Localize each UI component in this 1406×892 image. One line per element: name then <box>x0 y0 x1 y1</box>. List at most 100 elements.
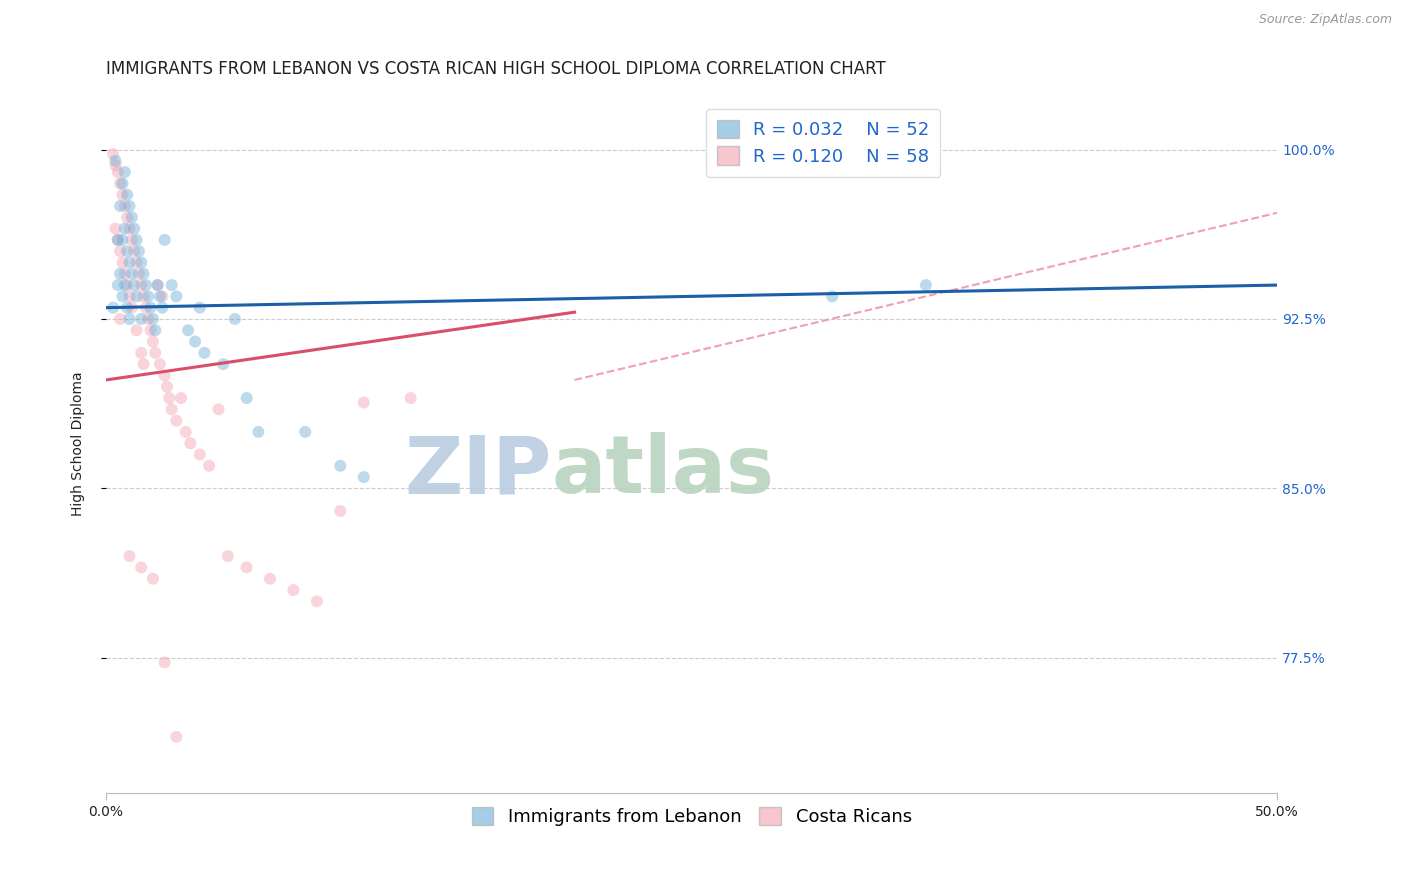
Point <box>132 289 155 303</box>
Point <box>170 391 193 405</box>
Point <box>118 221 141 235</box>
Point <box>108 199 131 213</box>
Point <box>160 402 183 417</box>
Point <box>821 289 844 303</box>
Point <box>107 233 129 247</box>
Point <box>132 357 155 371</box>
Point <box>136 289 159 303</box>
Point <box>108 244 131 259</box>
Point <box>118 289 141 303</box>
Point <box>165 730 187 744</box>
Text: IMMIGRANTS FROM LEBANON VS COSTA RICAN HIGH SCHOOL DIPLOMA CORRELATION CHART: IMMIGRANTS FROM LEBANON VS COSTA RICAN H… <box>105 60 886 78</box>
Point <box>132 267 155 281</box>
Point <box>188 301 211 315</box>
Point <box>146 278 169 293</box>
Point <box>114 267 136 281</box>
Point <box>198 458 221 473</box>
Point <box>129 560 152 574</box>
Point <box>122 278 145 293</box>
Legend: Immigrants from Lebanon, Costa Ricans: Immigrants from Lebanon, Costa Ricans <box>464 799 920 833</box>
Point <box>115 301 138 315</box>
Point <box>153 368 176 383</box>
Point <box>143 346 166 360</box>
Point <box>142 312 165 326</box>
Point <box>115 211 138 225</box>
Point <box>329 458 352 473</box>
Point <box>153 233 176 247</box>
Point <box>149 357 172 371</box>
Point <box>114 199 136 213</box>
Point <box>111 255 134 269</box>
Point <box>108 312 131 326</box>
Point <box>146 278 169 293</box>
Point <box>353 395 375 409</box>
Point <box>247 425 270 439</box>
Point <box>107 233 129 247</box>
Point <box>107 278 129 293</box>
Point <box>329 504 352 518</box>
Point <box>177 323 200 337</box>
Point <box>224 312 246 326</box>
Point <box>212 357 235 371</box>
Point <box>915 278 938 293</box>
Point <box>188 448 211 462</box>
Point <box>104 153 127 168</box>
Point <box>128 244 150 259</box>
Point <box>101 147 124 161</box>
Point <box>115 244 138 259</box>
Point <box>294 425 316 439</box>
Point <box>118 312 141 326</box>
Point <box>104 158 127 172</box>
Point <box>125 233 148 247</box>
Point <box>135 301 157 315</box>
Point <box>235 560 257 574</box>
Point <box>160 278 183 293</box>
Text: ZIP: ZIP <box>404 433 551 510</box>
Text: Source: ZipAtlas.com: Source: ZipAtlas.com <box>1258 13 1392 27</box>
Point <box>122 244 145 259</box>
Point <box>174 425 197 439</box>
Point <box>399 391 422 405</box>
Point <box>135 278 157 293</box>
Point <box>149 289 172 303</box>
Point <box>118 255 141 269</box>
Point <box>157 391 180 405</box>
Point <box>353 470 375 484</box>
Point <box>305 594 328 608</box>
Point <box>125 255 148 269</box>
Point <box>129 278 152 293</box>
Y-axis label: High School Diploma: High School Diploma <box>72 371 86 516</box>
Point <box>217 549 239 563</box>
Point <box>156 380 179 394</box>
Point <box>165 414 187 428</box>
Point <box>108 177 131 191</box>
Text: atlas: atlas <box>551 433 775 510</box>
Point <box>139 301 162 315</box>
Point <box>165 289 187 303</box>
Point <box>153 656 176 670</box>
Point <box>111 289 134 303</box>
Point <box>111 187 134 202</box>
Point <box>118 549 141 563</box>
Point <box>128 267 150 281</box>
Point <box>114 165 136 179</box>
Point <box>121 233 143 247</box>
Point <box>143 323 166 337</box>
Point <box>121 211 143 225</box>
Point <box>111 233 134 247</box>
Point <box>150 289 173 303</box>
Point <box>121 267 143 281</box>
Point <box>259 572 281 586</box>
Point <box>114 278 136 293</box>
Point <box>129 312 152 326</box>
Point <box>114 221 136 235</box>
Point <box>115 187 138 202</box>
Point <box>101 301 124 315</box>
Point <box>207 402 229 417</box>
Point <box>139 323 162 337</box>
Point <box>184 334 207 349</box>
Point <box>118 199 141 213</box>
Point <box>125 323 148 337</box>
Point <box>283 582 305 597</box>
Point <box>150 301 173 315</box>
